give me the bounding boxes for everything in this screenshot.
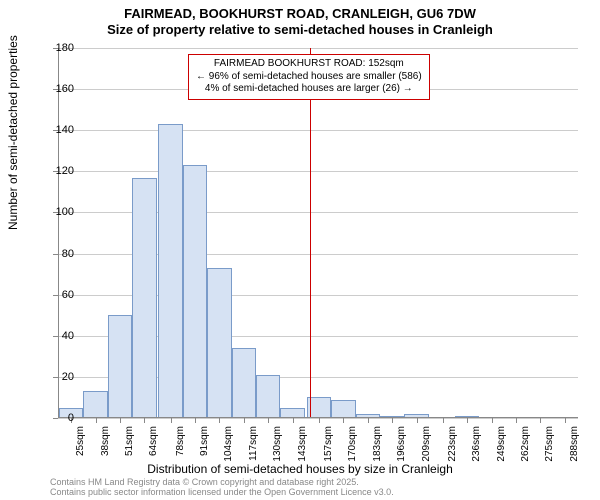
- x-tick-mark: [120, 418, 121, 423]
- x-tick-mark: [219, 418, 220, 423]
- footer-line2: Contains public sector information licen…: [50, 488, 394, 498]
- y-tick-label: 20: [44, 371, 74, 383]
- plot-area: 25sqm38sqm51sqm64sqm78sqm91sqm104sqm117s…: [58, 48, 578, 418]
- y-tick-label: 0: [44, 412, 74, 424]
- footer-attribution: Contains HM Land Registry data © Crown c…: [50, 478, 394, 498]
- x-tick-mark: [195, 418, 196, 423]
- x-tick-mark: [565, 418, 566, 423]
- y-tick-label: 80: [44, 248, 74, 260]
- x-tick-mark: [144, 418, 145, 423]
- gridline: [58, 171, 578, 172]
- y-tick-label: 180: [44, 42, 74, 54]
- histogram-bar: [331, 400, 355, 419]
- x-tick-mark: [96, 418, 97, 423]
- x-tick-mark: [516, 418, 517, 423]
- x-tick-mark: [368, 418, 369, 423]
- gridline: [58, 130, 578, 131]
- y-tick-label: 40: [44, 330, 74, 342]
- annotation-box: FAIRMEAD BOOKHURST ROAD: 152sqm← 96% of …: [188, 54, 430, 100]
- histogram-bar: [108, 315, 132, 418]
- x-tick-mark: [293, 418, 294, 423]
- y-tick-label: 140: [44, 124, 74, 136]
- gridline: [58, 48, 578, 49]
- histogram-bar: [158, 124, 182, 418]
- x-tick-mark: [443, 418, 444, 423]
- annotation-line1: FAIRMEAD BOOKHURST ROAD: 152sqm: [196, 58, 422, 71]
- x-tick-mark: [392, 418, 393, 423]
- chart-container: FAIRMEAD, BOOKHURST ROAD, CRANLEIGH, GU6…: [0, 0, 600, 500]
- reference-line: [310, 48, 311, 418]
- histogram-bar: [207, 268, 231, 418]
- x-tick-mark: [319, 418, 320, 423]
- histogram-bar: [183, 165, 207, 418]
- histogram-bar: [232, 348, 256, 418]
- y-tick-label: 160: [44, 83, 74, 95]
- chart-title-line2: Size of property relative to semi-detach…: [0, 22, 600, 38]
- histogram-bar: [256, 375, 280, 418]
- annotation-line3: 4% of semi-detached houses are larger (2…: [196, 83, 422, 96]
- y-axis-line: [58, 48, 59, 418]
- histogram-bar: [83, 391, 107, 418]
- chart-title-line1: FAIRMEAD, BOOKHURST ROAD, CRANLEIGH, GU6…: [0, 0, 600, 22]
- x-tick-mark: [492, 418, 493, 423]
- x-tick-mark: [417, 418, 418, 423]
- y-tick-label: 120: [44, 165, 74, 177]
- x-tick-mark: [343, 418, 344, 423]
- y-axis-label: Number of semi-detached properties: [6, 35, 20, 230]
- histogram-bar: [132, 178, 156, 419]
- x-tick-mark: [244, 418, 245, 423]
- annotation-line2: ← 96% of semi-detached houses are smalle…: [196, 71, 422, 84]
- x-tick-mark: [171, 418, 172, 423]
- x-tick-mark: [268, 418, 269, 423]
- x-tick-mark: [467, 418, 468, 423]
- y-tick-label: 100: [44, 206, 74, 218]
- y-tick-label: 60: [44, 289, 74, 301]
- x-axis-label: Distribution of semi-detached houses by …: [0, 462, 600, 476]
- x-tick-mark: [540, 418, 541, 423]
